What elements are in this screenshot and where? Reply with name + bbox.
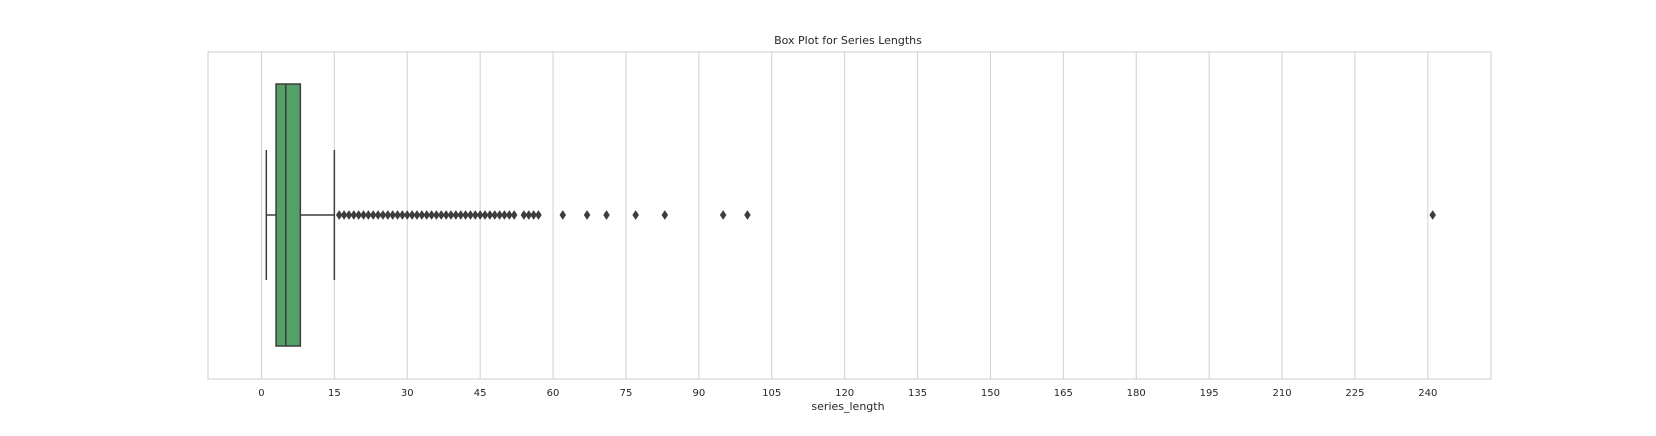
outlier-point	[520, 210, 528, 220]
outlier-point	[437, 210, 445, 220]
outlier-point	[583, 210, 591, 220]
chart-title: Box Plot for Series Lengths	[774, 34, 922, 47]
x-tick-label: 75	[620, 388, 633, 399]
outlier-point	[744, 210, 751, 220]
iqr-box	[275, 83, 302, 347]
outlier-point	[423, 210, 430, 220]
x-tick-label: 210	[1272, 388, 1291, 399]
outlier-point	[428, 210, 435, 220]
outlier-point	[603, 210, 610, 220]
outlier-point	[355, 210, 362, 220]
outlier-point	[345, 210, 353, 220]
outlier-point	[501, 210, 508, 220]
outlier-point	[471, 210, 479, 220]
x-tick-label: 150	[981, 388, 1000, 399]
x-tick-label: 180	[1127, 388, 1146, 399]
outlier-point	[418, 210, 426, 220]
outlier-point	[525, 210, 533, 220]
outlier-point	[360, 210, 367, 220]
outlier-point	[496, 210, 503, 220]
x-tick-label: 120	[835, 388, 854, 399]
outlier-point	[403, 210, 411, 220]
outlier-point	[632, 210, 639, 220]
outlier-point	[399, 210, 406, 220]
outlier-point	[442, 210, 450, 220]
outlier-point	[413, 210, 421, 220]
outlier-point	[530, 210, 537, 220]
outlier-point	[369, 210, 377, 220]
outlier-point	[379, 210, 387, 220]
x-tick-label: 90	[692, 388, 705, 399]
x-tick-label: 135	[908, 388, 927, 399]
outlier-point	[350, 210, 358, 220]
x-tick-label: 240	[1418, 388, 1437, 399]
outlier-points	[335, 210, 1436, 220]
x-tick-label: 195	[1200, 388, 1219, 399]
x-tick-label: 165	[1054, 388, 1073, 399]
outlier-point	[384, 210, 392, 220]
outlier-point	[719, 210, 727, 220]
outlier-point	[394, 210, 401, 220]
x-tick-label: 225	[1345, 388, 1364, 399]
outlier-point	[374, 210, 382, 220]
outlier-point	[389, 210, 396, 220]
x-tick-label: 0	[258, 388, 264, 399]
outlier-point	[506, 210, 513, 220]
outlier-point	[433, 210, 440, 220]
x-tick-label: 60	[547, 388, 560, 399]
outlier-point	[481, 210, 489, 220]
x-tick-label: 15	[328, 388, 341, 399]
box-group	[265, 83, 336, 347]
x-tick-label: 105	[762, 388, 781, 399]
outlier-point	[467, 210, 474, 220]
x-tick-label: 30	[401, 388, 414, 399]
outlier-point	[452, 210, 460, 220]
outlier-point	[476, 210, 484, 220]
outlier-point	[510, 210, 518, 220]
outlier-point	[335, 210, 343, 220]
outlier-point	[365, 210, 372, 220]
outlier-point	[535, 210, 542, 220]
plot-frame	[207, 51, 1492, 380]
outlier-point	[491, 210, 499, 220]
x-axis-label: series_length	[811, 400, 884, 413]
grid-lines	[260, 52, 1429, 379]
outlier-point	[457, 210, 465, 220]
outlier-point	[1429, 210, 1436, 220]
outlier-point	[340, 210, 348, 220]
outlier-point	[447, 210, 455, 220]
x-tick-label: 45	[474, 388, 487, 399]
outlier-point	[486, 210, 494, 220]
outlier-point	[408, 210, 416, 220]
outlier-point	[462, 210, 469, 220]
x-axis-ticks: 0 15 30 45 60 75 90 105 120 135 150 165 180 195 210 225…	[258, 388, 1437, 399]
outlier-point	[559, 210, 567, 220]
outlier-point	[661, 210, 669, 220]
